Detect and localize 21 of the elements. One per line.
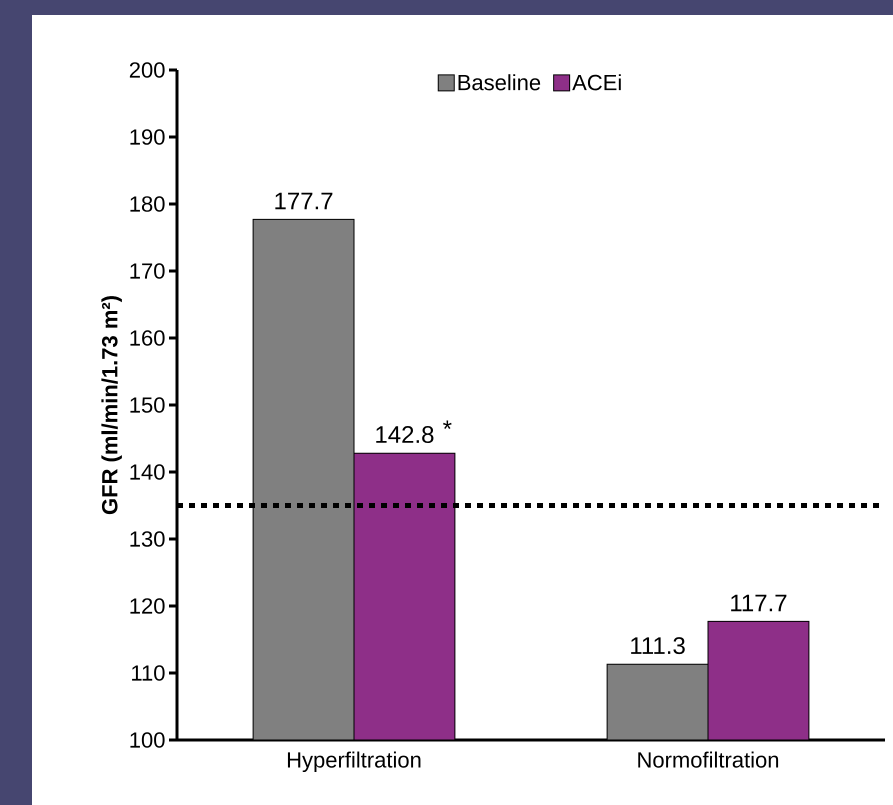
x-tick-label: Hyperfiltration: [288, 752, 420, 772]
y-tick-label: 200: [130, 62, 165, 78]
y-tick-label: 180: [130, 196, 165, 212]
data-label: 117.7: [731, 594, 786, 612]
y-tick-label: 170: [130, 263, 165, 279]
y-tick-label: 190: [130, 129, 165, 145]
y-axis-title: GFR (ml/min/1.73 m²): [101, 296, 122, 514]
data-label: 142.8: [376, 426, 434, 444]
y-tick-label: 150: [130, 397, 165, 413]
annotation: *: [443, 420, 452, 429]
y-tick-label: 110: [132, 665, 165, 681]
data-label: 111.3: [631, 637, 685, 654]
y-tick-label: 100: [130, 732, 165, 748]
y-tick-label: 140: [130, 464, 165, 480]
data-label: 177.7: [275, 192, 332, 210]
y-tick-label: 130: [130, 531, 165, 547]
x-tick-label: Normofiltration: [638, 752, 778, 768]
y-tick-label: 120: [130, 598, 165, 614]
legend-label: Baseline: [458, 74, 540, 90]
y-tick-label: 160: [130, 330, 165, 346]
legend-label: ACEi: [572, 74, 621, 90]
